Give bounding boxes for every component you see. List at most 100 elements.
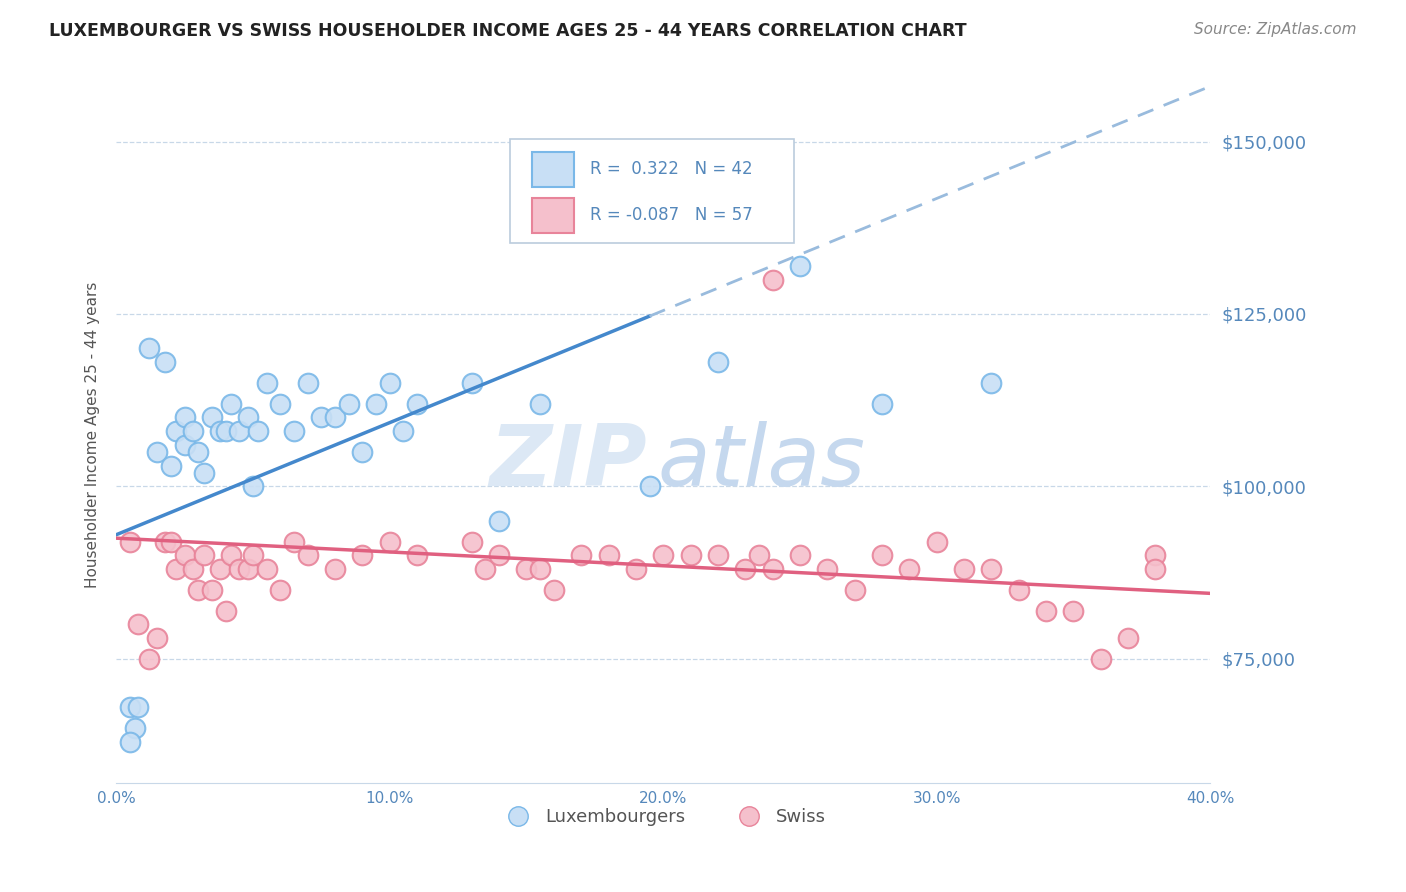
- Text: atlas: atlas: [658, 421, 866, 504]
- Point: [870, 549, 893, 563]
- Point: [155, 355, 177, 369]
- Point: [201, 410, 224, 425]
- Point: [173, 410, 195, 425]
- Point: [160, 458, 183, 473]
- Point: [392, 424, 415, 438]
- Point: [870, 397, 893, 411]
- Point: [201, 582, 224, 597]
- Point: [707, 549, 730, 563]
- Point: [247, 424, 270, 438]
- Point: [529, 397, 551, 411]
- Point: [789, 549, 811, 563]
- Y-axis label: Householder Income Ages 25 - 44 years: Householder Income Ages 25 - 44 years: [86, 282, 100, 588]
- Point: [898, 562, 921, 576]
- Point: [124, 721, 146, 735]
- Point: [297, 376, 319, 390]
- Point: [297, 549, 319, 563]
- Point: [789, 259, 811, 273]
- Point: [1035, 604, 1057, 618]
- Point: [228, 562, 250, 576]
- Text: R =  0.322   N = 42: R = 0.322 N = 42: [591, 161, 752, 178]
- Point: [214, 424, 236, 438]
- Point: [461, 376, 484, 390]
- Point: [214, 604, 236, 618]
- Point: [127, 617, 149, 632]
- Point: [127, 700, 149, 714]
- Point: [283, 534, 305, 549]
- Point: [165, 562, 187, 576]
- Point: [488, 514, 510, 528]
- Point: [980, 376, 1002, 390]
- Point: [569, 549, 592, 563]
- Point: [624, 562, 647, 576]
- FancyBboxPatch shape: [510, 138, 794, 244]
- Point: [118, 700, 141, 714]
- Point: [461, 534, 484, 549]
- Point: [228, 424, 250, 438]
- Point: [378, 376, 401, 390]
- Point: [748, 549, 770, 563]
- Point: [474, 562, 496, 576]
- Point: [138, 652, 160, 666]
- Point: [488, 549, 510, 563]
- Point: [598, 549, 620, 563]
- Point: [209, 562, 232, 576]
- Point: [256, 562, 278, 576]
- Point: [707, 355, 730, 369]
- Point: [980, 562, 1002, 576]
- Point: [256, 376, 278, 390]
- Point: [1090, 652, 1112, 666]
- Point: [953, 562, 976, 576]
- Point: [529, 562, 551, 576]
- Point: [269, 397, 291, 411]
- Point: [762, 272, 785, 286]
- Point: [236, 410, 259, 425]
- Point: [352, 549, 374, 563]
- Point: [406, 397, 429, 411]
- Point: [181, 562, 204, 576]
- Point: [1008, 582, 1031, 597]
- Point: [311, 410, 333, 425]
- Point: [283, 424, 305, 438]
- Point: [236, 562, 259, 576]
- Point: [652, 549, 675, 563]
- Text: R = -0.087   N = 57: R = -0.087 N = 57: [591, 206, 752, 224]
- Point: [118, 534, 141, 549]
- Bar: [531, 152, 574, 186]
- Point: [118, 734, 141, 748]
- Point: [187, 445, 209, 459]
- Point: [160, 534, 183, 549]
- Point: [337, 397, 360, 411]
- Text: LUXEMBOURGER VS SWISS HOUSEHOLDER INCOME AGES 25 - 44 YEARS CORRELATION CHART: LUXEMBOURGER VS SWISS HOUSEHOLDER INCOME…: [49, 22, 967, 40]
- Point: [323, 410, 346, 425]
- Point: [364, 397, 387, 411]
- Point: [815, 562, 838, 576]
- Point: [209, 424, 232, 438]
- Point: [155, 534, 177, 549]
- Point: [1062, 604, 1084, 618]
- Point: [173, 438, 195, 452]
- Point: [242, 479, 264, 493]
- Point: [638, 479, 661, 493]
- Point: [219, 549, 242, 563]
- Point: [406, 549, 429, 563]
- Point: [734, 562, 756, 576]
- Point: [378, 534, 401, 549]
- Point: [146, 631, 169, 645]
- Point: [173, 549, 195, 563]
- Point: [219, 397, 242, 411]
- Point: [193, 549, 215, 563]
- Point: [269, 582, 291, 597]
- Point: [543, 582, 565, 597]
- Point: [679, 549, 702, 563]
- Point: [146, 445, 169, 459]
- Point: [1144, 549, 1167, 563]
- Point: [762, 562, 785, 576]
- Point: [1144, 562, 1167, 576]
- Text: Source: ZipAtlas.com: Source: ZipAtlas.com: [1194, 22, 1357, 37]
- Point: [242, 549, 264, 563]
- Legend: Luxembourgers, Swiss: Luxembourgers, Swiss: [494, 801, 834, 833]
- Point: [1116, 631, 1139, 645]
- Point: [515, 562, 537, 576]
- Point: [844, 582, 866, 597]
